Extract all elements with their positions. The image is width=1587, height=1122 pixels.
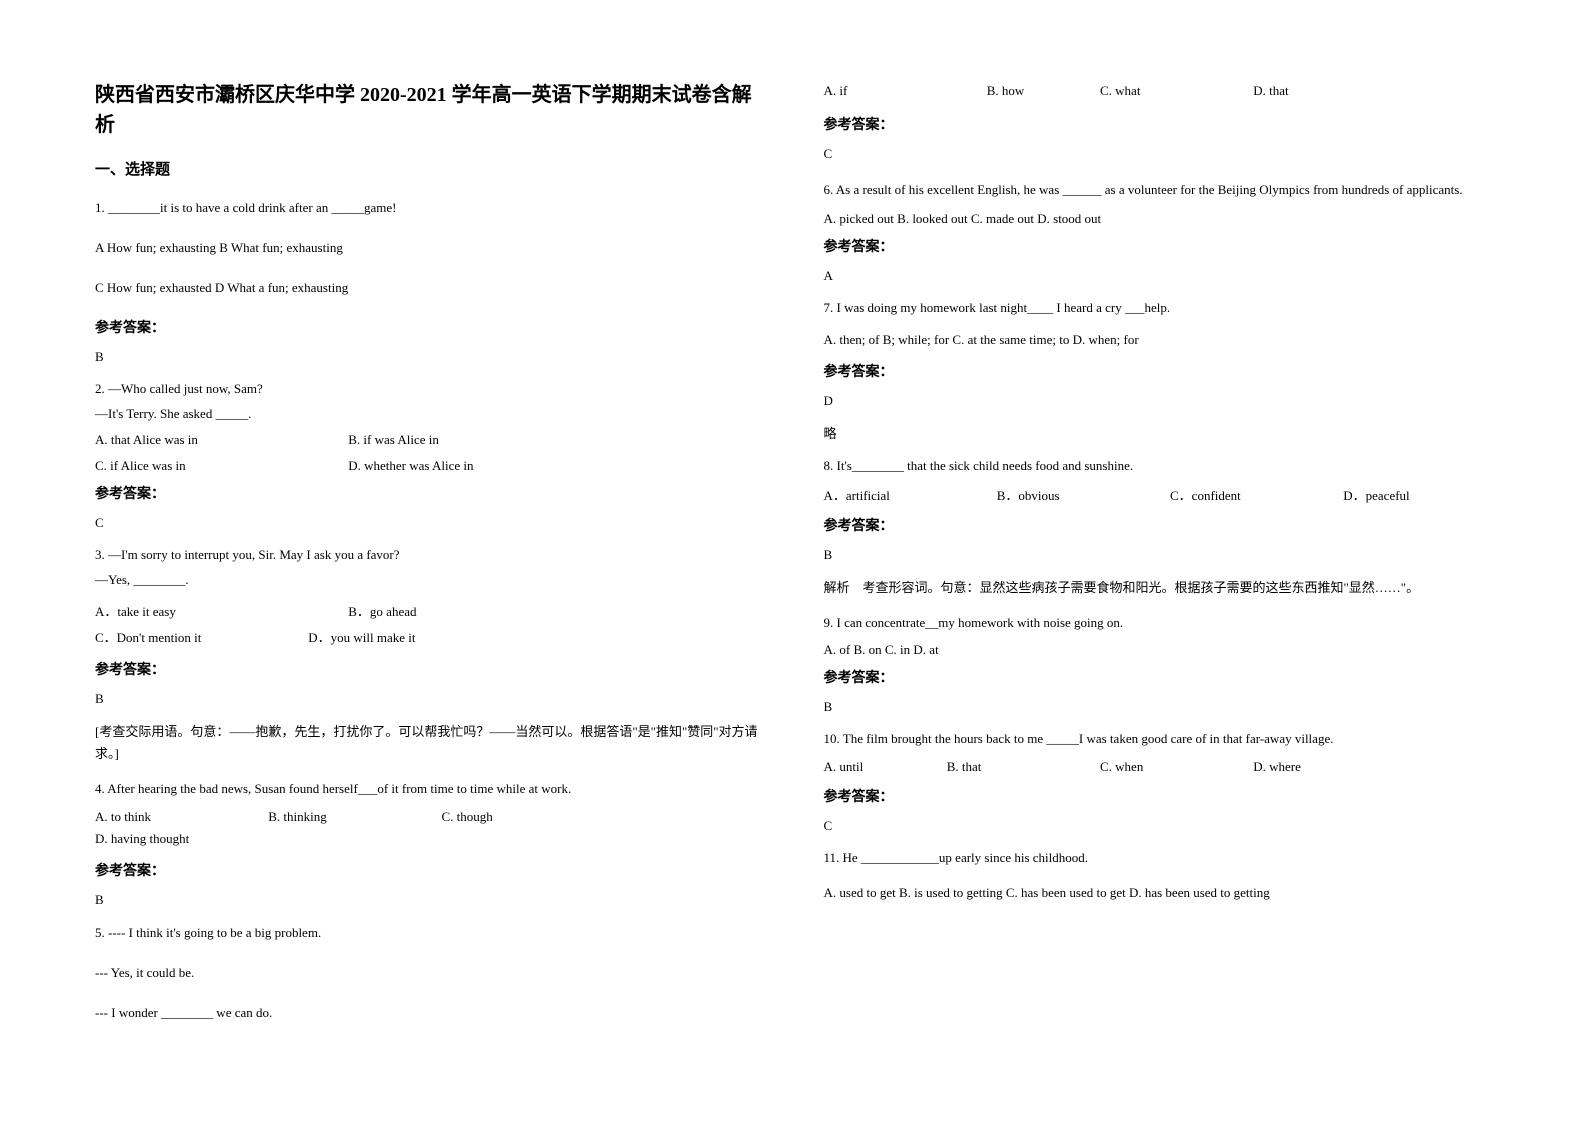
question-10-answer: C <box>824 818 1493 834</box>
question-5-answer: C <box>824 146 1493 162</box>
question-9-answer: B <box>824 699 1493 715</box>
option-a: A. to think <box>95 806 265 828</box>
option-b: B. thinking <box>268 806 438 828</box>
option-c: C．confident <box>1170 485 1340 507</box>
answer-label: 参考答案： <box>95 483 764 503</box>
question-2-options-cd: C. if Alice was in D. whether was Alice … <box>95 455 764 477</box>
question-7-extra: 略 <box>824 423 1493 442</box>
option-d: D．you will make it <box>308 627 415 649</box>
option-b: B. how <box>987 80 1097 102</box>
option-c: C. if Alice was in <box>95 455 345 477</box>
question-3-options-cd: C．Don't mention it D．you will make it <box>95 627 764 649</box>
right-column: A. if B. how C. what D. that 参考答案： C 6. … <box>794 80 1493 1042</box>
option-d: D．peaceful <box>1343 485 1409 507</box>
option-a: A．take it easy <box>95 601 345 623</box>
question-11-options: A. used to get B. is used to getting C. … <box>824 883 1493 904</box>
option-d: D. that <box>1253 80 1288 102</box>
question-8-text: 8. It's________ that the sick child need… <box>824 456 1493 477</box>
option-d: D. having thought <box>95 828 265 850</box>
question-8-options: A．artificial B．obvious C．confident D．pea… <box>824 485 1493 507</box>
option-d: D. where <box>1253 756 1301 778</box>
option-b: B．go ahead <box>348 601 416 623</box>
option-a: A. that Alice was in <box>95 429 345 451</box>
answer-label: 参考答案： <box>95 659 764 679</box>
option-a: A．artificial <box>824 485 994 507</box>
question-1-options-cd: C How fun; exhausted D What a fun; exhau… <box>95 277 764 299</box>
question-5-line1: 5. ---- I think it's going to be a big p… <box>95 922 764 944</box>
question-9-options: A. of B. on C. in D. at <box>824 640 1493 661</box>
answer-label: 参考答案： <box>95 860 764 880</box>
option-a: A. until <box>824 756 944 778</box>
question-4-text: 4. After hearing the bad news, Susan fou… <box>95 779 764 800</box>
question-2-answer: C <box>95 515 764 531</box>
option-c: C．Don't mention it <box>95 627 305 649</box>
question-7-answer: D <box>824 393 1493 409</box>
option-d: D. whether was Alice in <box>348 455 473 477</box>
document-title: 陕西省西安市灞桥区庆华中学 2020-2021 学年高一英语下学期期末试卷含解析 <box>95 80 764 140</box>
option-c: C. what <box>1100 80 1250 102</box>
left-column: 陕西省西安市灞桥区庆华中学 2020-2021 学年高一英语下学期期末试卷含解析… <box>95 80 794 1042</box>
question-2-options-ab: A. that Alice was in B. if was Alice in <box>95 429 764 451</box>
question-3-line2: —Yes, ________. <box>95 570 764 591</box>
answer-label: 参考答案： <box>824 515 1493 535</box>
answer-label: 参考答案： <box>824 114 1493 134</box>
question-5-options: A. if B. how C. what D. that <box>824 80 1493 102</box>
question-6-options: A. picked out B. looked out C. made out … <box>824 209 1493 230</box>
option-b: B. if was Alice in <box>348 429 439 451</box>
question-2-line2: —It's Terry. She asked _____. <box>95 404 764 425</box>
question-4-options: A. to think B. thinking C. though D. hav… <box>95 806 764 850</box>
option-c: C. when <box>1100 756 1250 778</box>
question-3-line1: 3. —I'm sorry to interrupt you, Sir. May… <box>95 545 764 566</box>
answer-label: 参考答案： <box>824 667 1493 687</box>
answer-label: 参考答案： <box>824 236 1493 256</box>
answer-label: 参考答案： <box>824 361 1493 381</box>
question-6-text: 6. As a result of his excellent English,… <box>824 180 1493 201</box>
question-10-text: 10. The film brought the hours back to m… <box>824 729 1493 750</box>
question-8-explanation: 解析 考查形容词。句意：显然这些病孩子需要食物和阳光。根据孩子需要的这些东西推知… <box>824 577 1493 599</box>
question-11-text: 11. He ____________up early since his ch… <box>824 848 1493 869</box>
question-7-options: A. then; of B; while; for C. at the same… <box>824 330 1493 351</box>
option-b: B．obvious <box>997 485 1167 507</box>
question-5-line3: --- I wonder ________ we can do. <box>95 1002 764 1024</box>
question-8-answer: B <box>824 547 1493 563</box>
option-c: C. though <box>442 806 612 828</box>
question-1-options-ab: A How fun; exhausting B What fun; exhaus… <box>95 237 764 259</box>
question-6-answer: A <box>824 268 1493 284</box>
question-3-explanation: [考查交际用语。句意：——抱歉，先生，打扰你了。可以帮我忙吗？——当然可以。根据… <box>95 721 764 765</box>
section-header: 一、选择题 <box>95 158 764 179</box>
question-2-line1: 2. —Who called just now, Sam? <box>95 379 764 400</box>
question-1-answer: B <box>95 349 764 365</box>
answer-label: 参考答案： <box>95 317 764 337</box>
question-3-answer: B <box>95 691 764 707</box>
question-1-text: 1. ________it is to have a cold drink af… <box>95 197 764 219</box>
question-10-options: A. until B. that C. when D. where <box>824 756 1493 778</box>
question-7-text: 7. I was doing my homework last night___… <box>824 298 1493 319</box>
question-5-line2: --- Yes, it could be. <box>95 962 764 984</box>
option-a: A. if <box>824 80 984 102</box>
question-3-options-ab: A．take it easy B．go ahead <box>95 601 764 623</box>
question-4-answer: B <box>95 892 764 908</box>
option-b: B. that <box>947 756 1097 778</box>
answer-label: 参考答案： <box>824 786 1493 806</box>
question-9-text: 9. I can concentrate__my homework with n… <box>824 613 1493 634</box>
